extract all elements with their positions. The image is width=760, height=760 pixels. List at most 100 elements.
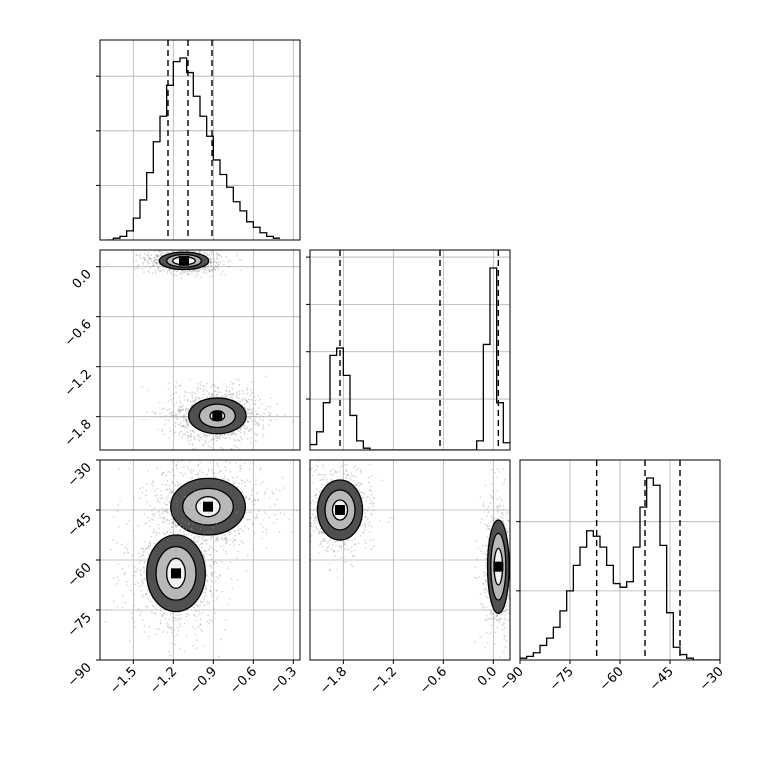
scatter-point xyxy=(185,508,187,510)
scatter-point xyxy=(180,406,182,409)
scatter-point xyxy=(148,271,151,273)
scatter-point xyxy=(239,428,242,430)
scatter-point xyxy=(340,545,343,548)
scatter-point xyxy=(186,408,189,411)
scatter-point xyxy=(236,579,239,582)
scatter-point xyxy=(223,475,226,477)
scatter-point xyxy=(126,584,128,586)
scatter-point xyxy=(350,546,353,548)
scatter-point xyxy=(324,549,327,552)
scatter-point xyxy=(187,440,190,442)
scatter-point xyxy=(149,525,151,528)
scatter-point xyxy=(165,483,168,486)
scatter-point xyxy=(229,396,232,399)
scatter-point xyxy=(246,570,248,572)
scatter-point xyxy=(161,496,164,499)
scatter-point xyxy=(177,409,180,412)
scatter-point xyxy=(321,546,324,548)
scatter-point xyxy=(503,627,506,629)
scatter-point xyxy=(494,617,496,620)
scatter-point xyxy=(155,254,157,256)
scatter-point xyxy=(254,423,257,425)
scatter-point xyxy=(496,505,498,508)
scatter-point xyxy=(489,502,492,504)
scatter-point xyxy=(162,517,165,519)
scatter-point xyxy=(210,595,212,598)
scatter-point xyxy=(245,511,248,514)
scatter-point xyxy=(145,489,148,492)
scatter-point xyxy=(372,509,375,511)
scatter-point xyxy=(257,498,259,501)
scatter-point xyxy=(502,514,504,516)
scatter-point xyxy=(323,540,326,542)
scatter-point xyxy=(235,378,237,381)
scatter-point xyxy=(196,604,199,607)
scatter-point xyxy=(275,418,277,421)
scatter-point xyxy=(256,517,259,519)
scatter-point xyxy=(344,561,347,563)
scatter-point xyxy=(205,553,208,555)
scatter-point xyxy=(135,570,138,573)
scatter-point xyxy=(210,393,213,396)
scatter-point xyxy=(503,622,505,624)
scatter-point xyxy=(215,387,217,389)
scatter-point xyxy=(186,425,189,427)
scatter-point xyxy=(147,251,150,254)
scatter-point xyxy=(210,269,213,272)
scatter-point xyxy=(233,539,235,542)
scatter-point xyxy=(182,434,184,436)
scatter-point xyxy=(217,540,219,542)
scatter-point xyxy=(224,629,226,631)
scatter-point xyxy=(238,378,240,381)
scatter-point xyxy=(202,443,204,446)
scatter-point xyxy=(366,510,369,512)
scatter-point xyxy=(491,613,493,615)
scatter-point xyxy=(261,526,264,528)
scatter-point xyxy=(153,259,156,262)
scatter-point xyxy=(232,483,234,485)
scatter-point xyxy=(318,473,320,475)
scatter-point xyxy=(245,399,248,402)
scatter-point xyxy=(168,269,170,271)
scatter-point xyxy=(143,631,146,633)
scatter-point xyxy=(216,266,218,269)
scatter-point xyxy=(184,271,187,274)
scatter-point xyxy=(214,560,216,563)
scatter-point xyxy=(198,270,200,272)
scatter-point xyxy=(373,497,376,499)
scatter-point xyxy=(188,522,190,525)
scatter-point xyxy=(185,410,187,412)
scatter-point xyxy=(223,539,225,541)
scatter-point xyxy=(197,270,200,272)
scatter-point xyxy=(225,396,228,398)
scatter-point xyxy=(249,430,251,432)
scatter-point xyxy=(163,612,166,614)
scatter-point xyxy=(195,610,197,612)
scatter-point xyxy=(154,259,156,261)
scatter-point xyxy=(112,539,114,541)
scatter-point xyxy=(141,268,144,270)
scatter-point xyxy=(196,472,199,475)
scatter-point xyxy=(187,272,190,275)
scatter-point xyxy=(165,474,168,477)
scatter-point xyxy=(237,397,240,400)
scatter-point xyxy=(199,436,201,439)
scatter-point xyxy=(161,507,164,509)
scatter-point xyxy=(166,511,168,513)
scatter-point xyxy=(488,527,490,530)
scatter-point xyxy=(171,521,174,523)
scatter-point xyxy=(205,586,207,589)
scatter-point xyxy=(159,412,161,415)
scatter-point xyxy=(176,467,178,470)
scatter-point xyxy=(147,589,149,591)
scatter-point xyxy=(199,536,201,539)
scatter-point xyxy=(322,474,325,477)
scatter-point xyxy=(189,434,192,437)
scatter-point xyxy=(118,525,120,528)
scatter-point xyxy=(206,267,209,269)
scatter-point xyxy=(201,268,204,270)
scatter-point xyxy=(183,466,185,469)
scatter-point xyxy=(144,561,146,563)
scatter-point xyxy=(185,528,188,530)
scatter-point xyxy=(163,533,166,536)
